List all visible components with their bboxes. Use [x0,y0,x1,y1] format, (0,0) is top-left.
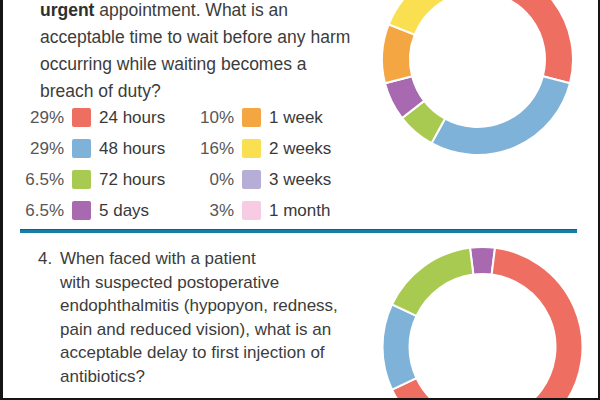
legend-percent: 3% [190,201,234,221]
legend-item: 29% 48 hours [20,133,190,164]
donut-segment [389,0,465,35]
legend-item: 29% 24 hours [20,102,190,133]
donut-segment [383,304,417,389]
legend-color-chip [242,201,261,220]
legend-percent: 10% [190,108,234,128]
legend-item: 6.5% 72 hours [20,164,190,195]
question-top-line: occurring while waiting becomes a [40,51,370,78]
legend-item: 16% 2 weeks [190,133,355,164]
question-top-line: acceptable time to wait before any harm [40,24,370,51]
legend-label: 1 month [269,201,355,221]
legend: 29% 24 hours 29% 48 hours 6.5% 72 hours … [20,102,355,226]
donut-segment [402,101,445,143]
legend-color-chip [72,201,91,220]
question-4-line: acceptable delay to first injection of [60,341,338,365]
legend-color-chip [72,170,91,189]
question-4-line: pain and reduced vision), what is an [60,318,338,342]
legend-label: 48 hours [99,139,190,159]
legend-item: 3% 1 month [190,195,355,226]
question-4-line: antibiotics? [60,365,338,389]
legend-percent: 29% [20,139,64,159]
donut-segment [431,76,570,155]
donut-segment [392,248,582,400]
legend-percent: 6.5% [20,170,64,190]
legend-color-chip [242,139,261,158]
legend-label: 5 days [99,201,190,221]
section-divider-line [20,229,577,233]
legend-color-chip [242,170,261,189]
donut-segment [382,24,415,83]
legend-color-chip [72,108,91,127]
donut-chart-bottom [383,247,583,400]
legend-percent: 29% [20,108,64,128]
donut-segment [392,248,473,316]
donut-segment [478,0,574,83]
legend-item: 0% 3 weeks [190,164,355,195]
legend-label: 2 weeks [269,139,355,159]
question-4-line: endophthalmitis (hypopyon, redness, [60,294,338,318]
legend-column-2: 10% 1 week 16% 2 weeks 0% 3 weeks 3% 1 m… [190,102,355,226]
question-4-line: with suspected postoperative [60,271,338,295]
legend-percent: 0% [190,170,234,190]
legend-label: 24 hours [99,108,190,128]
question-top-bold-word: urgent [40,0,94,20]
legend-color-chip [242,108,261,127]
legend-percent: 16% [190,139,234,159]
legend-label: 1 week [269,108,355,128]
question-top-text: urgent appointment. What is an acceptabl… [40,0,370,105]
legend-label: 72 hours [99,170,190,190]
legend-column-1: 29% 24 hours 29% 48 hours 6.5% 72 hours … [20,102,190,226]
donut-segment [470,247,495,275]
question-top-line: urgent appointment. What is an [40,0,370,24]
legend-label: 3 weeks [269,170,355,190]
survey-infographic-page: urgent appointment. What is an acceptabl… [0,0,600,400]
legend-item: 10% 1 week [190,102,355,133]
legend-percent: 6.5% [20,201,64,221]
donut-segment [385,76,424,118]
question-4-text: When faced with a patient with suspected… [60,247,338,388]
legend-item: 6.5% 5 days [20,195,190,226]
question-4: 4. When faced with a patient with suspec… [38,247,368,388]
question-top-line: breach of duty? [40,78,370,105]
question-4-line: When faced with a patient [60,247,338,271]
question-4-number: 4. [38,247,50,388]
legend-color-chip [72,139,91,158]
donut-chart-top [382,0,573,155]
